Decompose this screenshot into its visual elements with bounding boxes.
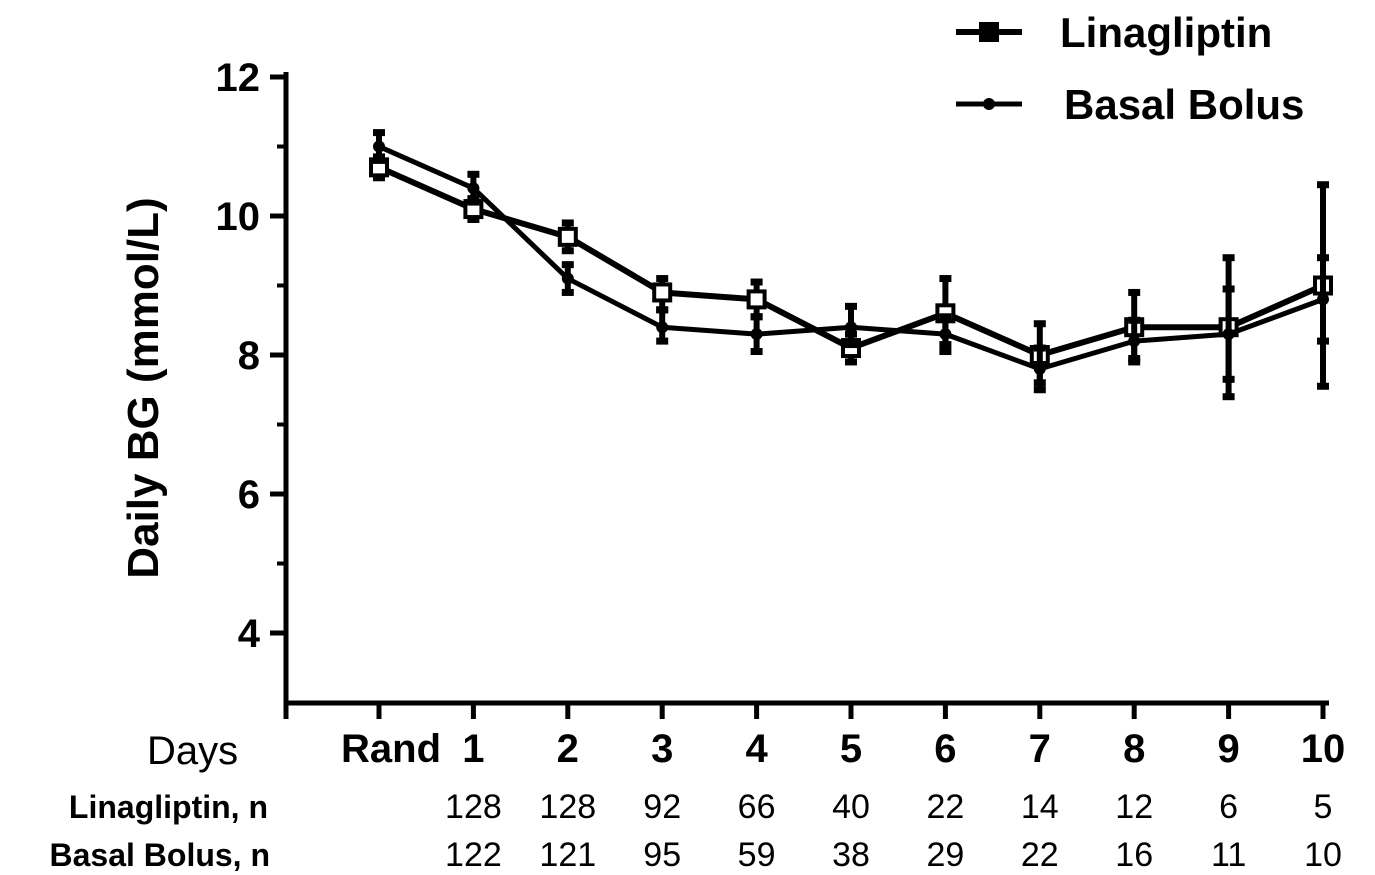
- x-tick-label: 1: [462, 727, 484, 771]
- x-tick-label: 9: [1217, 727, 1239, 771]
- n-value: 122: [445, 836, 502, 874]
- x-tick-label: 3: [651, 727, 673, 771]
- data-point: [1317, 293, 1329, 306]
- n-table-row: Linagliptin, n 128 128 92 66 40 22 14 12 6 5: [69, 788, 1333, 826]
- n-value: 16: [1115, 836, 1153, 874]
- n-value: 6: [1219, 788, 1238, 826]
- n-value: 12: [1115, 788, 1153, 826]
- data-point: [656, 321, 669, 334]
- data-point: [1033, 362, 1046, 375]
- x-tick-label: Rand: [341, 727, 441, 771]
- data-point: [652, 282, 673, 303]
- y-tick-label: 6: [238, 473, 260, 517]
- legend-label: Linagliptin: [1060, 9, 1272, 56]
- y-axis-label: Daily BG (mmol/L): [119, 197, 168, 578]
- legend-marker-circle: [983, 98, 995, 110]
- data-point: [467, 182, 480, 195]
- n-value: 38: [832, 836, 870, 874]
- n-row-label: Basal Bolus, n: [50, 837, 271, 873]
- legend: Linagliptin Basal Bolus: [956, 9, 1304, 128]
- series-layer: [369, 129, 1333, 401]
- y-tick-label: 8: [238, 334, 260, 378]
- n-value: 92: [643, 788, 681, 826]
- data-point: [746, 289, 767, 310]
- n-value: 59: [738, 836, 776, 874]
- n-at-risk-table: Linagliptin, n 128 128 92 66 40 22 14 12 6 5 Basal …: [50, 788, 1342, 874]
- data-point: [1222, 328, 1235, 341]
- legend-marker-square: [979, 22, 999, 42]
- n-row-label: Linagliptin, n: [69, 789, 268, 825]
- legend-label: Basal Bolus: [1064, 81, 1304, 128]
- n-value: 11: [1211, 836, 1246, 874]
- data-point: [561, 272, 574, 285]
- x-tick-label: 5: [840, 727, 862, 771]
- n-value: 29: [926, 836, 964, 874]
- n-value: 66: [738, 788, 776, 826]
- data-point: [557, 226, 578, 247]
- n-value: 5: [1314, 788, 1333, 826]
- series-basal-bolus: [373, 129, 1329, 394]
- n-value: 10: [1304, 836, 1342, 874]
- data-point: [750, 328, 763, 341]
- data-point: [939, 328, 952, 341]
- series-linagliptin: [369, 153, 1333, 401]
- y-tick-label: 12: [216, 56, 261, 100]
- x-axis-label-days: Days: [147, 729, 238, 773]
- x-tick-label: 8: [1123, 727, 1145, 771]
- x-tick-label: 2: [557, 727, 579, 771]
- legend-item: Basal Bolus: [956, 81, 1304, 128]
- legend-item: Linagliptin: [956, 9, 1272, 56]
- data-point: [845, 321, 857, 334]
- n-value: 22: [926, 788, 964, 826]
- x-tick-label: 4: [745, 727, 768, 771]
- y-tick-label: 10: [216, 195, 261, 239]
- n-value: 40: [832, 788, 870, 826]
- data-point: [1128, 335, 1141, 348]
- n-table-row: Basal Bolus, n 122 121 95 59 38 29 22 16 11 10: [50, 836, 1342, 874]
- n-value: 22: [1021, 836, 1059, 874]
- y-tick-label: 4: [238, 612, 261, 656]
- n-value: 128: [445, 788, 502, 826]
- x-tick-label: 7: [1029, 727, 1051, 771]
- n-value: 95: [643, 836, 681, 874]
- x-tick-label: 10: [1301, 727, 1346, 771]
- n-value: 14: [1021, 788, 1059, 826]
- n-value: 121: [539, 836, 596, 874]
- n-value: 128: [539, 788, 596, 826]
- x-tick-label: 6: [934, 727, 956, 771]
- data-point: [373, 140, 385, 153]
